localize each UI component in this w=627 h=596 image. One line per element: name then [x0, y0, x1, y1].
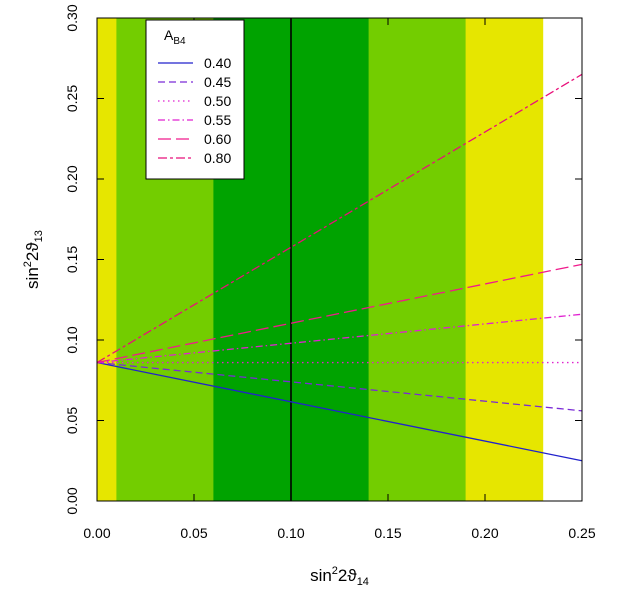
legend-label: 0.40 [204, 55, 231, 71]
legend-title: AB4 [164, 27, 186, 47]
series-line-0-45 [96, 361, 583, 412]
x-tick-label: 0.20 [471, 525, 498, 541]
axis-label-part: 13 [33, 230, 45, 242]
axis-label-part: sin [23, 267, 42, 289]
x-tick-label: 0.05 [180, 525, 207, 541]
axis-label-part: 2 [332, 565, 338, 577]
legend-title-base: A [164, 27, 174, 43]
y-tick-label: 0.30 [64, 4, 80, 31]
legend-label: 0.80 [204, 150, 231, 166]
axis-label-part: 2 [22, 261, 34, 267]
legend-box [145, 19, 245, 180]
y-tick-label: 0.00 [64, 487, 80, 514]
series-line-0-40 [96, 361, 583, 462]
y-tick-label: 0.15 [64, 246, 80, 273]
legend-label: 0.45 [204, 74, 231, 90]
axis-label-part: 14 [357, 576, 369, 588]
series-line-0-80 [96, 73, 583, 364]
x-tick-label: 0.10 [277, 525, 304, 541]
axis-label-part: sin [310, 566, 332, 585]
series-layer [96, 73, 583, 462]
x-tick-label: 0.15 [374, 525, 401, 541]
y-tick-label: 0.25 [64, 85, 80, 112]
y-tick-label: 0.05 [64, 407, 80, 434]
legend-label: 0.50 [204, 93, 231, 109]
x-tick-label: 0.25 [568, 525, 595, 541]
y-tick-label: 0.10 [64, 326, 80, 353]
y-axis-label: sin22ϑ13 [22, 230, 45, 289]
legend-label: 0.55 [204, 112, 231, 128]
legend-label: 0.60 [204, 131, 231, 147]
axis-label-part: 2ϑ [338, 566, 357, 585]
x-tick-label: 0.00 [83, 525, 110, 541]
legend-title-sub: B4 [173, 36, 186, 47]
legend: AB4 0.40 0.45 0.50 0.55 0.60 0.80 [145, 19, 245, 180]
y-tick-label: 0.20 [64, 165, 80, 192]
axis-label-part: 2ϑ [23, 242, 42, 261]
series-line-0-55 [96, 313, 583, 364]
series-line-0-60 [96, 263, 583, 364]
axes-layer: 0.00 0.05 0.10 0.15 0.20 0.25 0.00 0.05 0.10 0.15… [64, 4, 596, 541]
x-axis-label: sin22ϑ14 [310, 565, 369, 588]
